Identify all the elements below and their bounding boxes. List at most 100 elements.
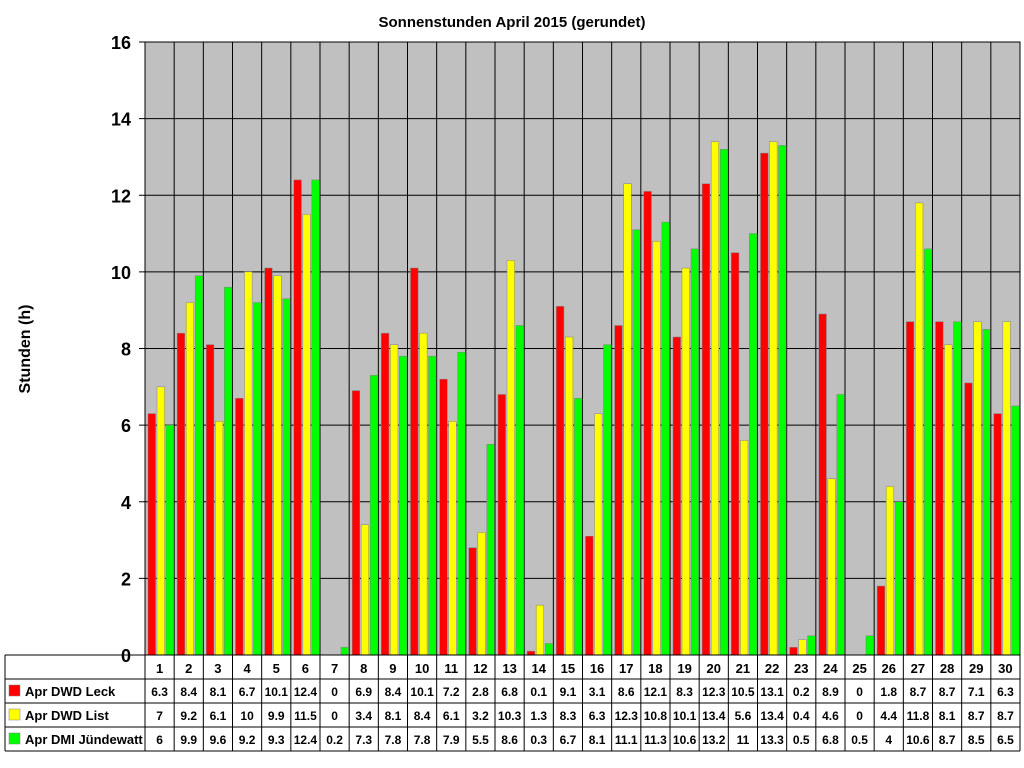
data-label: 0 [856, 709, 863, 723]
bar-dwd-list-10 [419, 332, 428, 656]
x-tick-label: 7 [331, 661, 338, 676]
bar-dmi-juendewatt-12 [486, 444, 495, 656]
bar-dmi-juendewatt-23 [807, 635, 816, 656]
legend-entry: Apr DWD Leck [25, 684, 116, 699]
data-label: 6.3 [997, 685, 1014, 699]
data-label: 0 [856, 685, 863, 699]
bar-dwd-leck-11 [439, 378, 448, 656]
x-tick-label: 27 [911, 661, 925, 676]
x-tick-label: 4 [243, 661, 251, 676]
data-label: 13.4 [760, 709, 784, 723]
bar-dwd-leck-2 [176, 332, 186, 656]
legend-key [8, 708, 21, 721]
data-label: 4 [885, 733, 892, 747]
bar-dmi-juendewatt-28 [953, 321, 962, 656]
x-tick-label: 23 [794, 661, 808, 676]
data-label: 8.1 [210, 685, 227, 699]
bar-dmi-juendewatt-3 [224, 286, 233, 656]
bar-dmi-juendewatt-15 [574, 398, 583, 656]
data-label: 9.9 [268, 709, 285, 723]
x-tick-label: 13 [502, 661, 516, 676]
bar-dwd-list-4 [244, 271, 253, 656]
data-label: 1.3 [530, 709, 547, 723]
data-label: 8.4 [385, 685, 402, 699]
data-label: 9.3 [268, 733, 285, 747]
x-tick-label: 15 [561, 661, 575, 676]
data-label: 4.6 [822, 709, 839, 723]
bar-dwd-leck-20 [701, 183, 711, 656]
bar-dmi-juendewatt-22 [778, 145, 787, 656]
y-tick-label: 14 [111, 110, 131, 130]
bar-dwd-list-14 [535, 604, 545, 656]
data-label: 8.7 [997, 709, 1014, 723]
bar-dwd-leck-24 [818, 313, 827, 656]
bar-dmi-juendewatt-4 [253, 302, 262, 656]
bar-dwd-leck-1 [147, 413, 156, 656]
bar-dwd-list-16 [594, 413, 603, 656]
data-label: 6.9 [355, 685, 372, 699]
x-tick-label: 28 [940, 661, 954, 676]
bar-dmi-juendewatt-11 [457, 352, 466, 656]
data-label: 6.1 [443, 709, 460, 723]
data-label: 10.1 [410, 685, 434, 699]
y-axis-label: Stunden (h) [17, 305, 34, 394]
bar-dmi-juendewatt-16 [603, 344, 612, 656]
data-label: 0.3 [530, 733, 547, 747]
data-label: 7.3 [355, 733, 372, 747]
x-tick-label: 10 [415, 661, 429, 676]
bar-dmi-juendewatt-27 [924, 248, 933, 656]
bar-dwd-list-2 [185, 302, 195, 656]
data-label: 10.1 [673, 709, 697, 723]
bar-dmi-juendewatt-25 [865, 635, 874, 656]
data-label: 8.4 [414, 709, 431, 723]
bar-dwd-list-8 [360, 524, 370, 656]
data-label: 9.2 [239, 733, 256, 747]
data-label: 8.3 [560, 709, 577, 723]
bar-dwd-list-3 [215, 421, 224, 656]
bar-dwd-leck-21 [731, 252, 740, 656]
data-label: 6.8 [822, 733, 839, 747]
bar-dwd-leck-15 [556, 306, 565, 656]
data-label: 9.1 [560, 685, 577, 699]
x-tick-label: 17 [619, 661, 633, 676]
bar-dmi-juendewatt-18 [661, 221, 670, 656]
data-label: 6.7 [239, 685, 256, 699]
bar-dwd-leck-19 [672, 336, 681, 656]
bar-dwd-list-11 [448, 421, 457, 656]
bar-dmi-juendewatt-29 [982, 329, 991, 656]
y-tick-label: 12 [111, 186, 131, 206]
data-label: 8.7 [968, 709, 985, 723]
bar-dwd-leck-17 [614, 325, 623, 656]
data-label: 0.4 [793, 709, 810, 723]
x-tick-label: 25 [852, 661, 866, 676]
data-label: 6.5 [997, 733, 1014, 747]
data-label: 2.8 [472, 685, 489, 699]
legend-entry: Apr DMI Jündewatt [25, 732, 143, 747]
y-tick-label: 2 [121, 569, 131, 589]
data-label: 12.1 [644, 685, 668, 699]
data-label: 11.8 [907, 709, 930, 723]
x-tick-label: 11 [444, 661, 458, 676]
data-label: 6.3 [589, 709, 606, 723]
data-label: 0.5 [793, 733, 810, 747]
legend-key [8, 732, 21, 745]
data-label: 9.6 [210, 733, 227, 747]
bar-dmi-juendewatt-24 [836, 394, 845, 656]
data-label: 12.3 [615, 709, 639, 723]
x-tick-label: 1 [156, 661, 163, 676]
bar-dmi-juendewatt-9 [399, 355, 408, 656]
x-tick-label: 2 [185, 661, 192, 676]
y-tick-label: 0 [121, 646, 131, 666]
bar-dwd-list-20 [710, 141, 720, 656]
data-label: 5.6 [735, 709, 752, 723]
x-tick-label: 18 [648, 661, 662, 676]
data-label: 7.2 [443, 685, 460, 699]
bar-dmi-juendewatt-8 [369, 375, 379, 656]
bar-dmi-juendewatt-2 [194, 275, 204, 656]
x-tick-label: 12 [473, 661, 487, 676]
data-label: 12.4 [294, 685, 318, 699]
bar-dwd-leck-9 [381, 332, 390, 656]
x-tick-label: 22 [765, 661, 779, 676]
data-label: 10.6 [906, 733, 930, 747]
